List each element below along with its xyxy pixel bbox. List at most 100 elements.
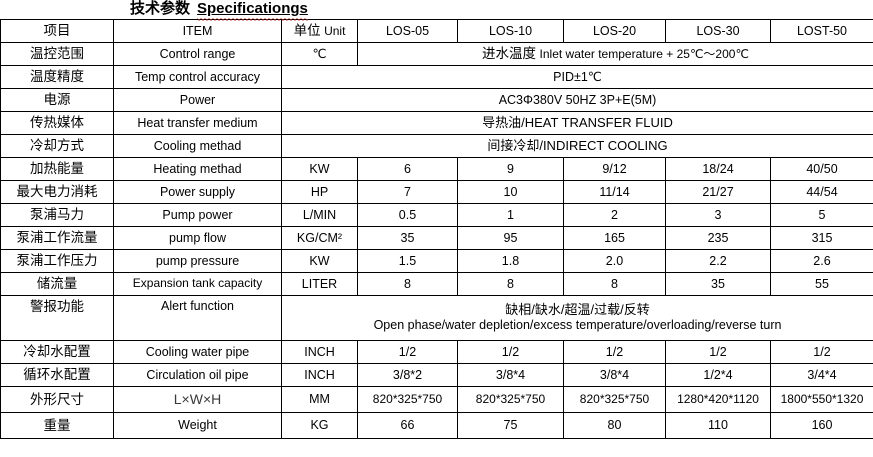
row-unit-expansion-tank: LITER bbox=[281, 272, 358, 296]
row-name-en-cooling-water-pipe: Cooling water pipe bbox=[113, 340, 282, 364]
table-row: 温度精度 Temp control accuracy PID±1℃ bbox=[0, 65, 873, 89]
cell-pump-flow-los-10: 95 bbox=[457, 226, 564, 250]
row-name-cn-pump-power: 泵浦马力 bbox=[0, 203, 114, 227]
cell-power-supply-los-10: 10 bbox=[457, 180, 564, 204]
cell-dimensions-los-10: 820*325*750 bbox=[457, 386, 564, 413]
row-unit-dimensions: MM bbox=[281, 386, 358, 413]
row-name-en-heat-transfer-medium: Heat transfer medium bbox=[113, 111, 282, 135]
table-row: 循环水配置 Circulation oil pipe INCH 3/8*2 3/… bbox=[0, 363, 873, 387]
cell-cooling-water-pipe-los-20: 1/2 bbox=[563, 340, 666, 364]
alert-text-cn: 缺相/缺水/超温/过载/反转 bbox=[505, 302, 650, 318]
page-title-en: Specificationgs bbox=[197, 0, 308, 21]
row-name-cn-expansion-tank: 储流量 bbox=[0, 272, 114, 296]
cell-heating-methad-los-05: 6 bbox=[357, 157, 458, 181]
header-model-los-20: LOS-20 bbox=[563, 19, 666, 43]
cell-power-supply-lost-50: 44/54 bbox=[770, 180, 873, 204]
table-row: 泵浦工作压力 pump pressure KW 1.5 1.8 2.0 2.2 … bbox=[0, 249, 873, 273]
table-row: 冷却水配置 Cooling water pipe INCH 1/2 1/2 1/… bbox=[0, 340, 873, 364]
cell-cooling-water-pipe-los-05: 1/2 bbox=[357, 340, 458, 364]
row-name-en-pump-flow: pump flow bbox=[113, 226, 282, 250]
row-name-cn-weight: 重量 bbox=[0, 412, 114, 439]
table-row: 泵浦马力 Pump power L/MIN 0.5 1 2 3 5 bbox=[0, 203, 873, 227]
row-unit-heating-methad: KW bbox=[281, 157, 358, 181]
row-unit-circulation-oil-pipe: INCH bbox=[281, 363, 358, 387]
row-name-cn-dimensions: 外形尺寸 bbox=[0, 386, 114, 413]
cell-weight-los-05: 66 bbox=[357, 412, 458, 439]
header-item-cn: 项目 bbox=[0, 19, 114, 43]
cell-dimensions-los-05: 820*325*750 bbox=[357, 386, 458, 413]
row-name-cn-pump-flow: 泵浦工作流量 bbox=[0, 226, 114, 250]
table-row: 冷却方式 Cooling methad 间接冷却/INDIRECT COOLIN… bbox=[0, 134, 873, 158]
row-name-en-dimensions: L×W×H bbox=[113, 386, 282, 413]
cell-circulation-oil-pipe-los-05: 3/8*2 bbox=[357, 363, 458, 387]
control-range-en: Inlet water temperature + 25℃～200℃ bbox=[539, 47, 749, 62]
cell-pump-power-los-05: 0.5 bbox=[357, 203, 458, 227]
cell-heating-methad-los-10: 9 bbox=[457, 157, 564, 181]
header-unit-en: Unit bbox=[324, 24, 346, 39]
row-name-cn-pump-pressure: 泵浦工作压力 bbox=[0, 249, 114, 273]
cell-heating-methad-los-20: 9/12 bbox=[563, 157, 666, 181]
cell-cooling-water-pipe-los-30: 1/2 bbox=[665, 340, 771, 364]
cell-pump-pressure-lost-50: 2.6 bbox=[770, 249, 873, 273]
row-unit-pump-power: L/MIN bbox=[281, 203, 358, 227]
cell-power-supply-los-20: 11/14 bbox=[563, 180, 666, 204]
row-name-cn-control-range: 温控范围 bbox=[0, 42, 114, 66]
table-row: 温控范围 Control range ℃ 进水温度 Inlet water te… bbox=[0, 42, 873, 66]
row-name-en-alert-function: Alert function bbox=[113, 295, 282, 341]
cell-pump-flow-lost-50: 315 bbox=[770, 226, 873, 250]
header-unit-cn: 单位 bbox=[293, 23, 321, 39]
cell-pump-power-los-20: 2 bbox=[563, 203, 666, 227]
row-value-control-range: 进水温度 Inlet water temperature + 25℃～200℃ bbox=[357, 42, 873, 66]
header-model-los-05: LOS-05 bbox=[357, 19, 458, 43]
row-unit-control-range: ℃ bbox=[281, 42, 358, 66]
cell-pump-power-los-10: 1 bbox=[457, 203, 564, 227]
table-body: 项目 ITEM 单位 Unit LOS-05 LOS-10 LOS-20 LOS… bbox=[0, 19, 873, 439]
cell-expansion-tank-los-10: 8 bbox=[457, 272, 564, 296]
cell-power-supply-los-30: 21/27 bbox=[665, 180, 771, 204]
cell-expansion-tank-los-20: 8 bbox=[563, 272, 666, 296]
table-row: 储流量 Expansion tank capacity LITER 8 8 8 … bbox=[0, 272, 873, 296]
cell-dimensions-los-30: 1280*420*1120 bbox=[665, 386, 771, 413]
cell-pump-flow-los-05: 35 bbox=[357, 226, 458, 250]
row-name-en-temp-accuracy: Temp control accuracy bbox=[113, 65, 282, 89]
row-name-cn-power: 电源 bbox=[0, 88, 114, 112]
cell-circulation-oil-pipe-los-20: 3/8*4 bbox=[563, 363, 666, 387]
page-title-cn: 技术参数 bbox=[130, 0, 191, 17]
cell-cooling-water-pipe-los-10: 1/2 bbox=[457, 340, 564, 364]
page-title: 技术参数 Specificationgs bbox=[0, 0, 873, 21]
row-unit-power-supply: HP bbox=[281, 180, 358, 204]
row-name-cn-temp-accuracy: 温度精度 bbox=[0, 65, 114, 89]
cell-heating-methad-lost-50: 40/50 bbox=[770, 157, 873, 181]
specifications-table: 项目 ITEM 单位 Unit LOS-05 LOS-10 LOS-20 LOS… bbox=[0, 19, 873, 439]
cell-weight-los-10: 75 bbox=[457, 412, 564, 439]
cell-expansion-tank-lost-50: 55 bbox=[770, 272, 873, 296]
row-unit-weight: KG bbox=[281, 412, 358, 439]
row-name-cn-heat-transfer-medium: 传热媒体 bbox=[0, 111, 114, 135]
row-name-en-cooling-methad: Cooling methad bbox=[113, 134, 282, 158]
row-name-en-control-range: Control range bbox=[113, 42, 282, 66]
table-row: 电源 Power AC3Φ380V 50HZ 3P+E(5M) bbox=[0, 88, 873, 112]
table-row: 加热能量 Heating methad KW 6 9 9/12 18/24 40… bbox=[0, 157, 873, 181]
cell-dimensions-los-20: 820*325*750 bbox=[563, 386, 666, 413]
cell-pump-pressure-los-10: 1.8 bbox=[457, 249, 564, 273]
row-value-temp-accuracy: PID±1℃ bbox=[281, 65, 873, 89]
cell-pump-flow-los-30: 235 bbox=[665, 226, 771, 250]
row-name-cn-circulation-oil-pipe: 循环水配置 bbox=[0, 363, 114, 387]
cell-weight-los-20: 80 bbox=[563, 412, 666, 439]
table-header-row: 项目 ITEM 单位 Unit LOS-05 LOS-10 LOS-20 LOS… bbox=[0, 19, 873, 43]
header-item-en: ITEM bbox=[113, 19, 282, 43]
cell-pump-pressure-los-20: 2.0 bbox=[563, 249, 666, 273]
table-row-alert: 警报功能 Alert function 缺相/缺水/超温/过载/反转 Open … bbox=[0, 295, 873, 341]
header-unit: 单位 Unit bbox=[281, 19, 358, 43]
cell-weight-los-30: 110 bbox=[665, 412, 771, 439]
row-name-cn-power-supply: 最大电力消耗 bbox=[0, 180, 114, 204]
table-row: 重量 Weight KG 66 75 80 110 160 bbox=[0, 412, 873, 439]
cell-circulation-oil-pipe-los-30: 1/2*4 bbox=[665, 363, 771, 387]
cell-expansion-tank-los-30: 35 bbox=[665, 272, 771, 296]
cell-pump-power-los-30: 3 bbox=[665, 203, 771, 227]
row-value-cooling-methad: 间接冷却/INDIRECT COOLING bbox=[281, 134, 873, 158]
header-model-los-10: LOS-10 bbox=[457, 19, 564, 43]
cell-heating-methad-los-30: 18/24 bbox=[665, 157, 771, 181]
alert-text-en: Open phase/water depletion/excess temper… bbox=[373, 318, 782, 333]
